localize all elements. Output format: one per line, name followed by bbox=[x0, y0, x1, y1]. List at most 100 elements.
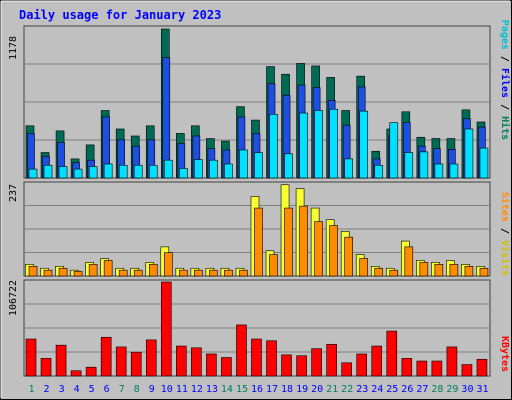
legend-kbytes: KBytes bbox=[499, 336, 510, 372]
bar-kbytes-11 bbox=[176, 345, 187, 377]
bar-sites-8 bbox=[133, 269, 143, 277]
bar-pages-9 bbox=[148, 164, 158, 179]
bar-sites-10 bbox=[163, 252, 173, 277]
bar-sites-29 bbox=[449, 264, 459, 277]
middle-legend: Sites / Visits bbox=[499, 192, 511, 276]
bar-sites-13 bbox=[209, 269, 218, 277]
bar-kbytes-23 bbox=[356, 353, 368, 377]
bar-kbytes-8 bbox=[130, 351, 142, 377]
bar-pages-27 bbox=[419, 151, 429, 179]
legend-sites: Sites bbox=[499, 192, 511, 222]
bar-pages-24 bbox=[374, 164, 384, 179]
bar-kbytes-6 bbox=[100, 336, 112, 377]
bar-kbytes-30 bbox=[461, 364, 473, 377]
bar-sites-31 bbox=[479, 267, 489, 277]
bar-kbytes-9 bbox=[145, 339, 157, 377]
x-label-day-17: 17 bbox=[266, 384, 278, 395]
bar-pages-15 bbox=[239, 149, 248, 179]
chart-title: Daily usage for January 2023 bbox=[19, 8, 221, 22]
bar-kbytes-21 bbox=[326, 343, 337, 377]
bar-kbytes-4 bbox=[70, 370, 82, 377]
bar-pages-23 bbox=[359, 110, 369, 179]
bar-kbytes-29 bbox=[446, 346, 458, 377]
x-label-day-14: 14 bbox=[221, 384, 233, 395]
legend-pages: Pages bbox=[499, 20, 510, 50]
bar-kbytes-18 bbox=[281, 354, 292, 377]
bar-pages-10 bbox=[163, 159, 173, 179]
bar-kbytes-25 bbox=[386, 330, 398, 377]
bar-sites-26 bbox=[404, 246, 414, 277]
bar-kbytes-19 bbox=[296, 355, 307, 377]
bar-kbytes-3 bbox=[55, 344, 67, 377]
x-label-day-30: 30 bbox=[461, 384, 473, 395]
x-label-day-20: 20 bbox=[311, 384, 323, 395]
x-label-day-4: 4 bbox=[74, 384, 80, 395]
x-label-day-19: 19 bbox=[296, 384, 308, 395]
legend-sep-1: / bbox=[499, 50, 510, 68]
bar-sites-7 bbox=[118, 269, 128, 277]
bar-kbytes-31 bbox=[476, 358, 488, 377]
bar-pages-4 bbox=[73, 168, 83, 179]
x-label-day-25: 25 bbox=[386, 384, 398, 395]
chart-bars bbox=[25, 28, 489, 377]
bar-sites-25 bbox=[389, 269, 399, 277]
bar-sites-16 bbox=[254, 207, 263, 277]
x-label-day-31: 31 bbox=[476, 384, 488, 395]
x-label-day-10: 10 bbox=[161, 384, 173, 395]
bar-sites-12 bbox=[194, 269, 203, 277]
x-label-day-15: 15 bbox=[236, 384, 248, 395]
bar-sites-24 bbox=[374, 267, 384, 277]
x-label-day-7: 7 bbox=[119, 384, 125, 395]
bar-pages-19 bbox=[299, 112, 308, 179]
bar-sites-6 bbox=[103, 260, 113, 277]
legend-sep-2: / bbox=[499, 98, 510, 116]
bar-pages-25 bbox=[389, 122, 399, 179]
bar-kbytes-12 bbox=[191, 347, 202, 377]
bar-pages-29 bbox=[449, 163, 459, 179]
x-label-day-27: 27 bbox=[416, 384, 428, 395]
bar-sites-1 bbox=[28, 265, 38, 277]
bottom-panel-max-label: 106722 bbox=[8, 280, 19, 316]
bar-kbytes-7 bbox=[115, 346, 127, 377]
bar-pages-18 bbox=[284, 153, 293, 179]
legend-sep-3: / bbox=[499, 222, 510, 240]
top-panel-max-label: 1178 bbox=[8, 36, 19, 60]
bar-kbytes-27 bbox=[416, 360, 428, 377]
bar-kbytes-1 bbox=[25, 338, 37, 377]
bar-sites-22 bbox=[344, 236, 353, 277]
bar-pages-5 bbox=[88, 166, 98, 179]
x-label-day-18: 18 bbox=[281, 384, 293, 395]
x-label-day-26: 26 bbox=[401, 384, 413, 395]
x-label-day-6: 6 bbox=[104, 384, 110, 395]
x-label-day-5: 5 bbox=[89, 384, 95, 395]
bar-pages-20 bbox=[314, 110, 323, 179]
bar-pages-21 bbox=[329, 108, 338, 179]
bar-pages-2 bbox=[43, 164, 53, 179]
bar-pages-1 bbox=[28, 168, 38, 179]
bar-pages-13 bbox=[209, 159, 218, 179]
bar-sites-4 bbox=[73, 271, 83, 277]
x-label-day-28: 28 bbox=[431, 384, 443, 395]
bar-pages-28 bbox=[434, 163, 444, 179]
bar-kbytes-16 bbox=[251, 338, 262, 377]
x-label-day-1: 1 bbox=[29, 384, 35, 395]
bar-kbytes-5 bbox=[85, 366, 97, 377]
top-legend: Pages / Files / Hits bbox=[499, 20, 511, 140]
middle-panel-max-label: 237 bbox=[8, 184, 19, 202]
bar-sites-30 bbox=[464, 265, 474, 277]
bar-kbytes-14 bbox=[221, 357, 232, 377]
x-label-day-23: 23 bbox=[356, 384, 368, 395]
bar-sites-21 bbox=[329, 225, 338, 277]
x-label-day-11: 11 bbox=[176, 384, 188, 395]
x-label-day-24: 24 bbox=[371, 384, 383, 395]
bar-sites-27 bbox=[419, 262, 429, 277]
bar-pages-11 bbox=[179, 168, 188, 179]
bar-pages-30 bbox=[464, 128, 474, 179]
x-label-day-3: 3 bbox=[59, 384, 65, 395]
x-label-day-16: 16 bbox=[251, 384, 263, 395]
x-label-day-9: 9 bbox=[149, 384, 155, 395]
x-axis-labels: 1 2 3 4 5 6 7 8 9 10 11 12 13 14 15 16 17 18 19 20 21 22 23 24 2… bbox=[29, 384, 489, 395]
bar-kbytes-15 bbox=[236, 324, 247, 377]
bar-kbytes-26 bbox=[401, 358, 413, 377]
